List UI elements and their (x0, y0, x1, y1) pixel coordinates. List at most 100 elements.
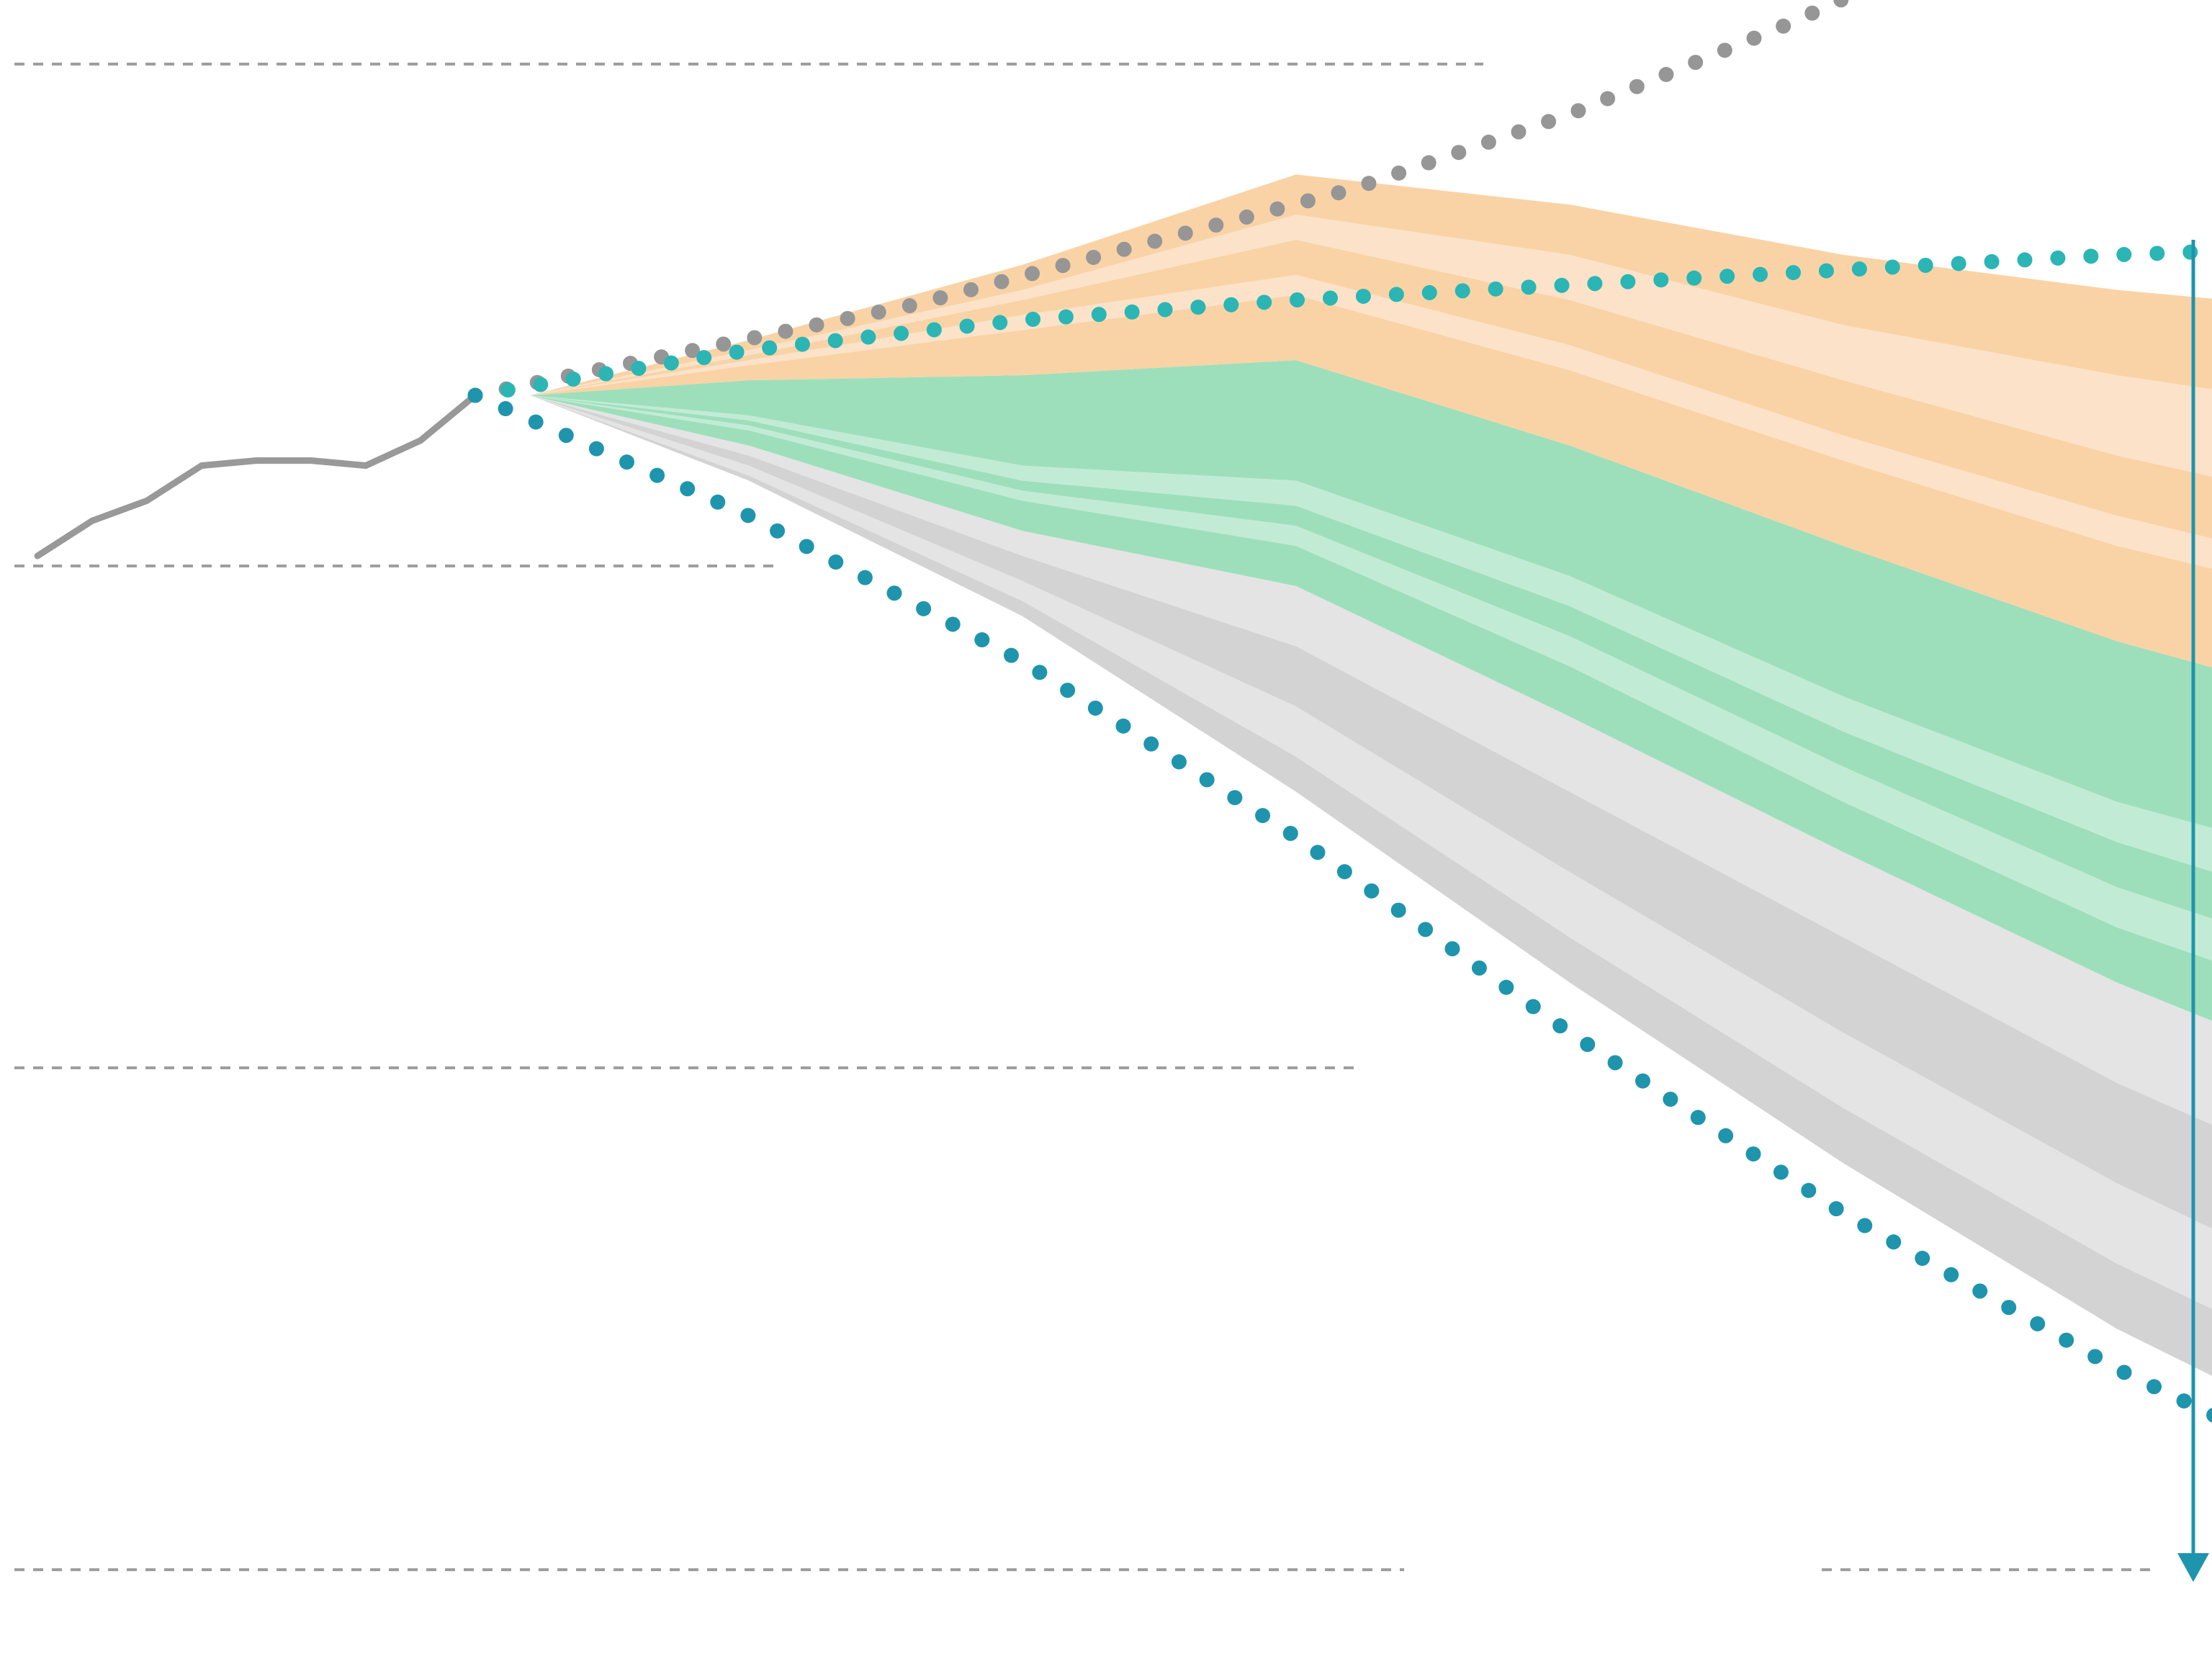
upper-bound-dots-dot-7 (696, 350, 712, 366)
upper-bound-dots-dot-46 (1984, 253, 2000, 269)
lower-bound-dots-dot-12 (828, 554, 844, 570)
lower-bound-dots-dot-28 (1282, 825, 1298, 841)
high-trajectory-dots-dot-24 (1208, 217, 1224, 233)
high-trajectory-dots-dot-20 (1086, 249, 1102, 265)
upper-bound-dots-dot-6 (663, 355, 679, 371)
lower-bound-dots-dot-21 (1087, 700, 1103, 716)
area-band-1 (530, 395, 2212, 1376)
high-trajectory-dots-dot-22 (1147, 233, 1163, 249)
lower-bound-dots-dot-7 (680, 481, 696, 497)
lower-bound-dots-dot-19 (1032, 665, 1048, 680)
lower-bound-dots-dot-38 (1552, 1018, 1568, 1034)
lower-bound-dots-dot-26 (1227, 790, 1243, 806)
lower-bound-dots-dot-35 (1471, 960, 1487, 976)
lower-bound-dots-dot-46 (1773, 1164, 1789, 1180)
upper-bound-dots-dot-14 (926, 322, 942, 338)
high-trajectory-dots-dot-12 (840, 310, 855, 326)
high-trajectory-dots-dot-23 (1177, 225, 1193, 241)
upper-bound-dots-dot-22 (1190, 300, 1206, 315)
lower-bound-dots-dot-42 (1663, 1092, 1678, 1107)
lower-bound-dots-dot-9 (740, 508, 756, 523)
upper-bound-dots-dot-43 (1884, 259, 1900, 275)
high-trajectory-dots-dot-30 (1391, 165, 1407, 181)
stacked-areas (530, 174, 2212, 1376)
lower-bound-dots-dot-34 (1444, 941, 1460, 957)
area-band-14 (530, 174, 2212, 396)
high-trajectory-dots-dot-8 (716, 336, 732, 352)
lower-bound-dots-dot-44 (1718, 1128, 1734, 1143)
lower-bound-dots-dot-51 (1915, 1251, 1930, 1267)
history-line (34, 392, 479, 559)
high-trajectory-dots-dot-31 (1421, 155, 1437, 171)
lower-bound-dots-dot-31 (1364, 883, 1380, 899)
upper-bound-dots-dot-44 (1917, 257, 1933, 273)
upper-bound-dots-dot-29 (1421, 284, 1437, 300)
high-trajectory-dots-dot-38 (1629, 78, 1645, 94)
upper-bound-dots-dot-34 (1587, 276, 1603, 292)
high-trajectory-dots-dot-34 (1511, 124, 1527, 140)
upper-bound-dots-dot-5 (631, 361, 647, 377)
high-trajectory-dots-dot-27 (1300, 193, 1316, 209)
high-trajectory-dots-dot-32 (1451, 145, 1467, 161)
high-trajectory-dots-dot-45 (1833, 0, 1849, 8)
lower-bound-dots-dot-47 (1801, 1182, 1817, 1198)
lower-bound-dots-dot-10 (770, 523, 786, 539)
upper-bound-dots-dot-25 (1290, 292, 1305, 308)
upper-bound-dots-dot-1 (500, 382, 516, 398)
upper-bound-dots-dot-16 (992, 315, 1008, 331)
upper-bound-dots-dot-10 (794, 336, 810, 352)
lower-bound-dots-dot-1 (498, 401, 513, 417)
lower-bound-dots-dot-22 (1115, 718, 1131, 734)
upper-bound-dots-dot-45 (1951, 256, 1966, 271)
lower-bound-dots-dot-39 (1580, 1037, 1596, 1053)
lower-bound-dots-dot-23 (1143, 736, 1159, 752)
high-trajectory-dots-dot-9 (747, 330, 763, 346)
high-trajectory-dots-dot-19 (1055, 258, 1071, 274)
lower-bound-dots-dot-54 (2001, 1300, 2017, 1316)
upper-bound-dots-dot-20 (1124, 304, 1140, 320)
upper-bound-dots-dot-50 (2116, 247, 2132, 263)
high-trajectory-dots-dot-16 (963, 282, 979, 297)
reduction-arrow (2177, 239, 2209, 1582)
upper-bound-dots-dot-8 (729, 344, 745, 360)
upper-bound-dots-dot-13 (894, 325, 909, 341)
lower-bound-dots-dot-48 (1828, 1201, 1844, 1217)
upper-bound-dots-dot-15 (959, 318, 975, 334)
upper-bound-dots-dot-12 (860, 329, 876, 345)
lower-bound-dots-dot-57 (2087, 1349, 2103, 1364)
upper-bound-dots-dot-3 (565, 372, 581, 387)
lower-bound-dots-dot-11 (799, 539, 814, 554)
lower-bound-dots-dot-50 (1886, 1234, 1902, 1250)
upper-bound-dots-dot-40 (1785, 265, 1801, 281)
upper-bound-dots-dot-32 (1521, 279, 1537, 295)
high-trajectory-dots-dot-13 (871, 304, 886, 320)
lower-bound-dots-dot-6 (649, 467, 665, 483)
area-band-13 (530, 215, 2212, 477)
lower-bound-dots-dot-49 (1857, 1218, 1873, 1233)
upper-bound-dots-dot-38 (1719, 269, 1735, 284)
upper-bound-dots-dot-47 (2017, 252, 2033, 268)
upper-bound-dots-dot-49 (2083, 248, 2099, 264)
lower-bound-dots-dot-45 (1745, 1146, 1761, 1162)
high-trajectory-dots-dot-41 (1717, 42, 1732, 58)
upper-bound-dots-dot-48 (2050, 250, 2066, 266)
lower-bound-dots-dot-32 (1390, 902, 1406, 918)
area-band-2 (530, 395, 2212, 1309)
upper-bound-dots-dot-19 (1091, 307, 1107, 323)
lower-bound-dots-dot-59 (2146, 1379, 2162, 1395)
lower-bound-dots-dot-43 (1690, 1110, 1706, 1125)
lower-bound-dots-dot-0 (467, 387, 483, 403)
lower-bound-dots-dot-8 (710, 494, 726, 510)
high-trajectory-dots-dot-39 (1658, 66, 1674, 82)
arrow-head (2177, 1552, 2209, 1582)
upper-bound-dots-dot-41 (1818, 263, 1834, 279)
upper-bound-dots-dot-23 (1223, 297, 1239, 313)
dotted-trajectories (467, 0, 2212, 1423)
lower-bound-dots-dot-16 (945, 616, 961, 632)
upper-bound-dots-dot-4 (598, 366, 614, 382)
lower-bound-dots-dot-60 (2176, 1393, 2192, 1409)
high-trajectory-dots-dot-35 (1541, 114, 1557, 130)
upper-bound-dots-dot-52 (2182, 244, 2198, 260)
upper-bound-dots-dot-26 (1322, 290, 1338, 306)
